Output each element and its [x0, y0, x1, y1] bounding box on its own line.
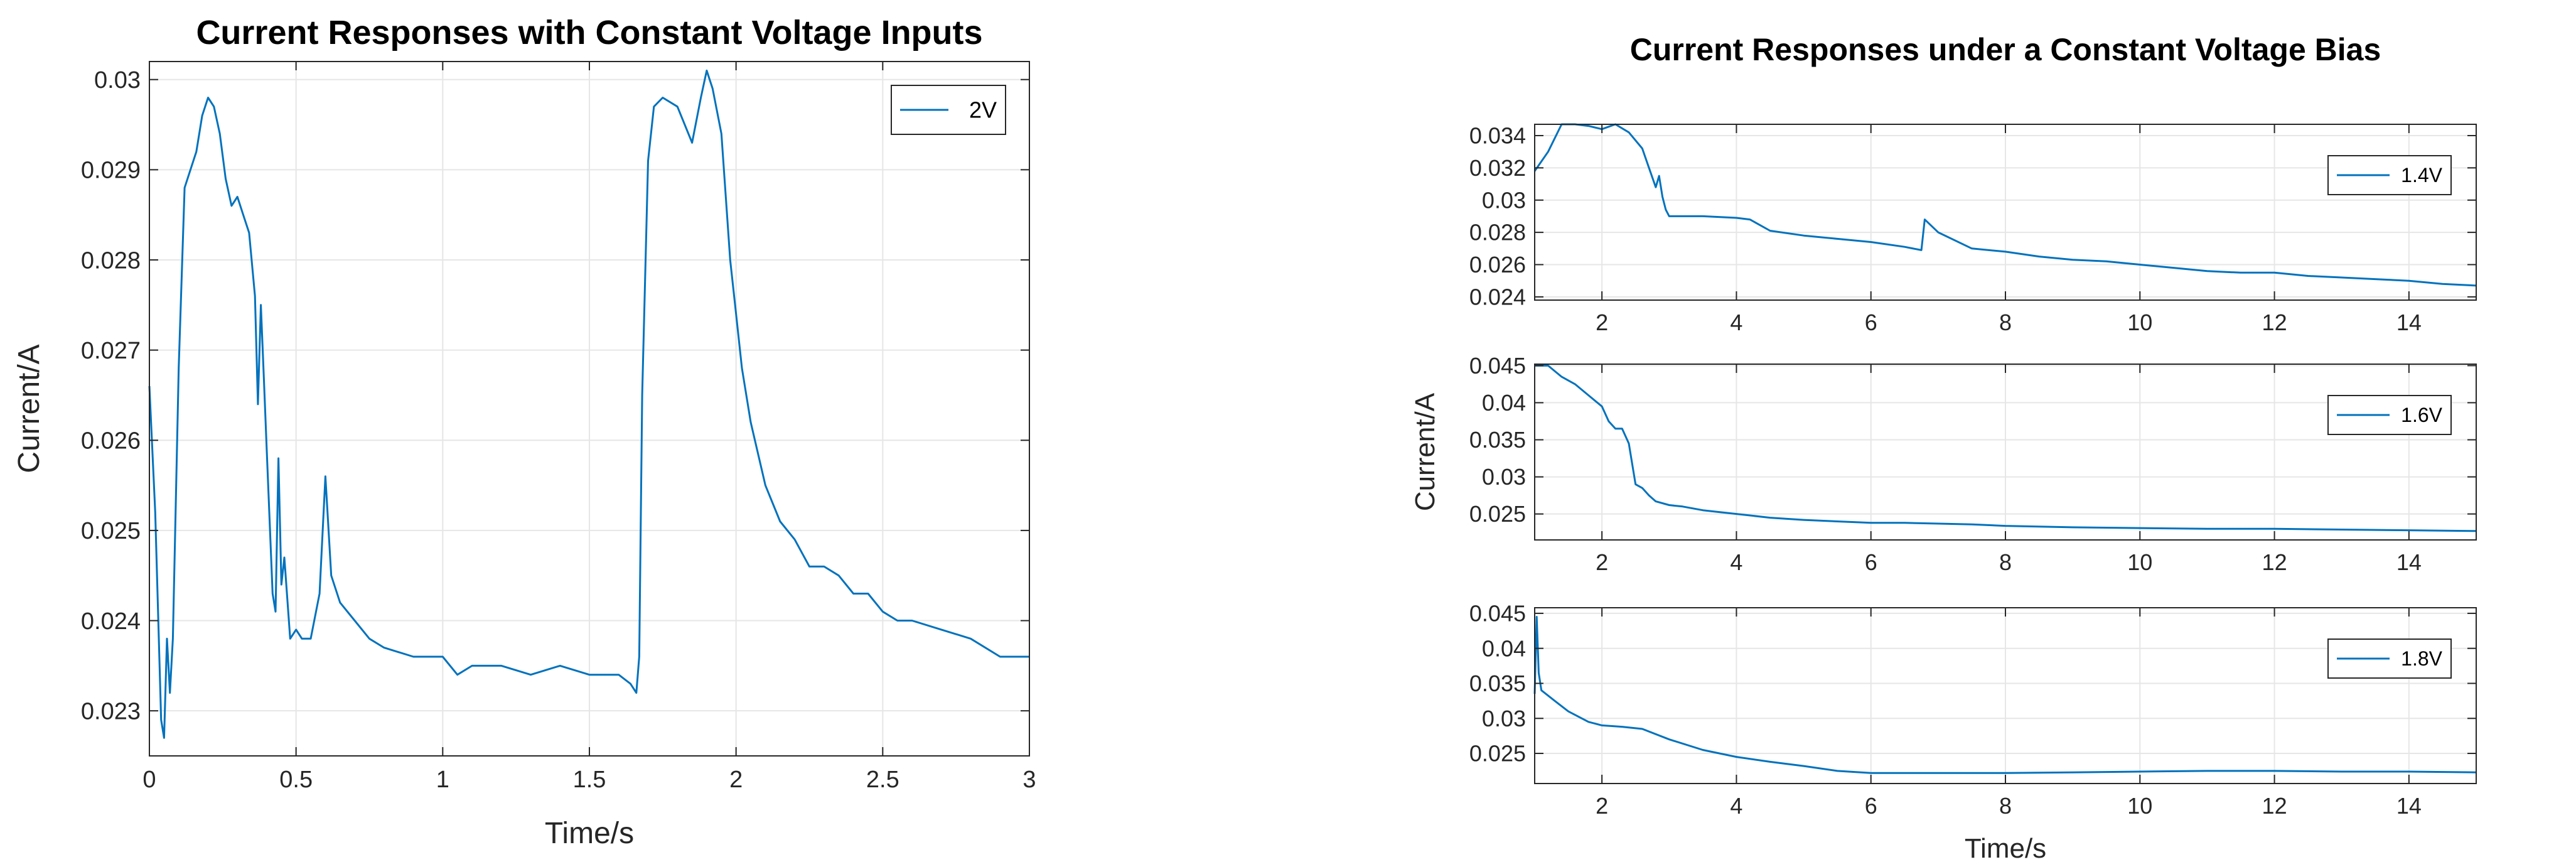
chart-title: Current Responses with Constant Voltage …	[196, 14, 982, 51]
legend-label: 1.4V	[2401, 164, 2442, 186]
legend: 1.4V	[2327, 155, 2452, 195]
y-tick-label: 0.035	[1469, 671, 1526, 696]
y-tick-label: 0.045	[1469, 353, 1526, 379]
y-tick-label: 0.04	[1482, 635, 1526, 661]
y-tick-label: 0.028	[81, 247, 141, 274]
x-tick-label: 14	[2396, 310, 2422, 335]
y-tick-label: 0.028	[1469, 220, 1526, 245]
y-tick-label: 0.026	[1469, 252, 1526, 277]
y-tick-label: 0.024	[1469, 284, 1526, 310]
x-tick-label: 0	[142, 767, 156, 793]
x-tick-label: 6	[1865, 310, 1877, 335]
y-tick-label: 0.025	[1469, 741, 1526, 767]
y-tick-label: 0.03	[1482, 706, 1526, 731]
x-tick-label: 10	[2127, 310, 2152, 335]
series-line-1	[1533, 123, 2477, 287]
x-tick-label: 12	[2262, 549, 2287, 575]
x-tick-label: 2	[1596, 310, 1608, 335]
x-tick-label: 0.5	[279, 767, 313, 793]
x-tick-label: 10	[2127, 793, 2152, 819]
y-tick-label: 0.034	[1469, 123, 1526, 149]
x-tick-label: 4	[1730, 310, 1742, 335]
y-tick-label: 0.029	[81, 158, 141, 184]
x-tick-label: 1	[436, 767, 449, 793]
series-line-1	[148, 69, 1029, 739]
y-tick-label: 0.03	[1482, 187, 1526, 213]
series-line-1	[1535, 364, 2477, 532]
x-tick-label: 3	[1022, 767, 1036, 793]
y-tick-label: 0.045	[1469, 601, 1526, 627]
x-tick-label: 4	[1730, 793, 1742, 819]
x-tick-label: 8	[1999, 310, 2012, 335]
chart-2: 2 4 6 8 10 12 14 0.024 0.026 0.028 0.03 0.032 0.034 C…	[1469, 32, 2477, 335]
x-tick-label: 2	[729, 767, 743, 793]
x-tick-label: 10	[2127, 549, 2152, 575]
x-tick-label: 2	[1596, 549, 1608, 575]
x-tick-label: 1.5	[573, 767, 606, 793]
x-tick-label: 6	[1865, 793, 1877, 819]
y-tick-label: 0.024	[81, 608, 141, 635]
chart-4: 2 4 6 8 10 12 14 0.025 0.03 0.035 0.04 0.045 Time/s 1…	[1469, 601, 2477, 862]
legend: 1.6V	[2327, 395, 2452, 435]
legend-label: 2V	[969, 97, 997, 123]
x-tick-label: 12	[2262, 310, 2287, 335]
y-tick-label: 0.023	[81, 698, 141, 725]
legend: 1.8V	[2327, 638, 2452, 679]
x-tick-label: 8	[1999, 793, 2012, 819]
x-axis-label: Time/s	[545, 817, 634, 850]
x-tick-label: 8	[1999, 549, 2012, 575]
series-line-1	[1533, 616, 2477, 774]
x-tick-label: 14	[2396, 793, 2422, 819]
chart-1: 0 0.5 1 1.5 2 2.5 3 0.023 0.024 0.025 0.026 0.027 0.…	[13, 14, 1036, 850]
chart-title: Current Responses under a Constant Volta…	[1630, 32, 2381, 67]
x-tick-label: 2	[1596, 793, 1608, 819]
x-tick-label: 14	[2396, 549, 2422, 575]
x-tick-label: 12	[2262, 793, 2287, 819]
y-axis-label: Current/A	[1410, 392, 1441, 511]
x-axis-label: Time/s	[1965, 833, 2046, 862]
legend-label: 1.6V	[2401, 404, 2442, 426]
y-tick-label: 0.04	[1482, 390, 1526, 416]
y-tick-label: 0.03	[1482, 464, 1526, 490]
x-tick-label: 4	[1730, 549, 1742, 575]
y-tick-label: 0.027	[81, 338, 141, 364]
y-tick-label: 0.025	[1469, 501, 1526, 527]
y-tick-label: 0.035	[1469, 427, 1526, 453]
y-tick-label: 0.03	[94, 67, 141, 94]
y-tick-label: 0.025	[81, 518, 141, 544]
y-tick-label: 0.032	[1469, 155, 1526, 181]
y-axis-label: Current/A	[13, 344, 46, 473]
y-tick-label: 0.026	[81, 428, 141, 455]
x-tick-label: 2.5	[866, 767, 899, 793]
legend: 2V	[891, 85, 1006, 135]
legend-label: 1.8V	[2401, 647, 2442, 670]
chart-3: 2 4 6 8 10 12 14 0.025 0.03 0.035 0.04 0.045 Current…	[1410, 353, 2477, 575]
x-tick-label: 6	[1865, 549, 1877, 575]
